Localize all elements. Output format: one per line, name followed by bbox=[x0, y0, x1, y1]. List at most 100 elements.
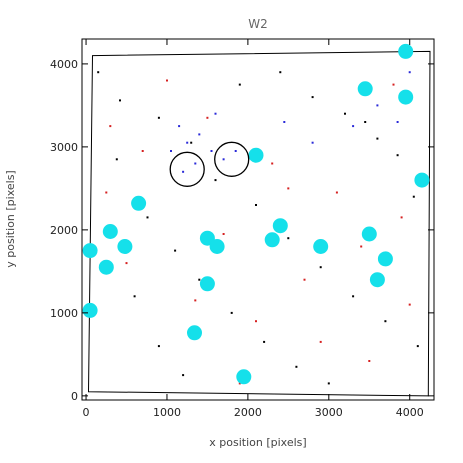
point-s0-26 bbox=[311, 96, 314, 99]
y-tick-label-4: 4000 bbox=[50, 58, 78, 71]
point-s1-9 bbox=[319, 340, 322, 343]
x-tick-label-3: 3000 bbox=[315, 406, 343, 419]
annotation-circle-1 bbox=[214, 141, 250, 177]
point-s1-16 bbox=[166, 79, 168, 82]
point-s2-7 bbox=[194, 162, 197, 165]
x-axis: 0 1000 2000 3000 4000 bbox=[83, 39, 424, 419]
point-cyan-9 bbox=[361, 226, 377, 242]
point-cyan-2 bbox=[398, 89, 414, 105]
point-cyan-3 bbox=[248, 147, 264, 163]
point-s1-2 bbox=[206, 116, 209, 119]
point-s2-14 bbox=[396, 121, 399, 123]
point-s2-5 bbox=[234, 150, 237, 152]
point-cyan-0 bbox=[398, 43, 414, 59]
point-s1-19 bbox=[238, 382, 241, 385]
point-s0-29 bbox=[238, 83, 241, 86]
point-s0-18 bbox=[327, 382, 330, 385]
point-s0-10 bbox=[416, 345, 419, 348]
point-s0-1 bbox=[119, 99, 121, 102]
point-s0-8 bbox=[352, 295, 355, 298]
point-cyan-20 bbox=[187, 325, 202, 341]
point-s0-21 bbox=[412, 195, 415, 198]
point-s0-22 bbox=[133, 295, 136, 298]
annotations bbox=[169, 141, 250, 187]
point-s2-2 bbox=[198, 133, 201, 136]
y-axis-label: y position [pixels] bbox=[4, 170, 17, 267]
point-s0-2 bbox=[157, 116, 160, 119]
point-cyan-6 bbox=[272, 218, 288, 234]
point-s2-10 bbox=[283, 121, 286, 123]
point-s0-13 bbox=[174, 249, 177, 252]
y-axis: 0 1000 2000 3000 4000 bbox=[50, 58, 434, 403]
point-s0-3 bbox=[190, 141, 193, 144]
point-s0-23 bbox=[157, 345, 160, 348]
point-cyan-1 bbox=[357, 81, 373, 97]
point-cyan-10 bbox=[264, 232, 280, 248]
point-s2-8 bbox=[170, 150, 172, 152]
point-s1-12 bbox=[222, 233, 225, 235]
point-s2-0 bbox=[178, 125, 181, 128]
point-s0-15 bbox=[230, 311, 233, 314]
point-s0-25 bbox=[279, 71, 282, 74]
point-s0-5 bbox=[255, 204, 257, 206]
y-tick-label-3: 3000 bbox=[50, 141, 78, 154]
point-s0-24 bbox=[182, 374, 185, 377]
point-cyan-12 bbox=[313, 239, 329, 254]
point-s0-7 bbox=[319, 266, 322, 269]
point-s0-19 bbox=[364, 121, 367, 123]
point-s0-6 bbox=[287, 237, 290, 240]
point-s0-16 bbox=[263, 340, 266, 343]
x-tick-label-4: 4000 bbox=[396, 406, 424, 419]
point-s2-13 bbox=[376, 104, 379, 107]
data-points bbox=[82, 43, 430, 385]
chart-title: W2 bbox=[248, 17, 268, 31]
y-tick-label-0: 0 bbox=[71, 390, 78, 403]
y-tick-label-1: 1000 bbox=[50, 307, 78, 320]
point-cyan-21 bbox=[236, 369, 252, 385]
point-s2-4 bbox=[222, 158, 225, 161]
point-s0-28 bbox=[376, 137, 379, 140]
plot-frame bbox=[81, 38, 435, 401]
point-s1-15 bbox=[392, 83, 395, 86]
point-cyan-19 bbox=[82, 302, 98, 318]
point-s1-4 bbox=[335, 191, 338, 194]
point-s1-18 bbox=[287, 187, 290, 190]
point-s1-3 bbox=[271, 162, 274, 165]
annotation-circle-0 bbox=[169, 151, 205, 187]
point-s1-1 bbox=[141, 150, 144, 152]
point-s1-5 bbox=[400, 216, 403, 219]
point-s0-12 bbox=[146, 216, 149, 219]
point-s2-9 bbox=[214, 112, 217, 115]
point-s1-7 bbox=[194, 299, 197, 302]
point-s2-23 bbox=[408, 71, 411, 74]
x-tick-label-2: 2000 bbox=[234, 406, 262, 419]
point-s0-14 bbox=[198, 278, 201, 281]
point-s2-6 bbox=[182, 170, 185, 173]
point-s1-11 bbox=[408, 303, 411, 306]
x-axis-label: x position [pixels] bbox=[209, 436, 306, 449]
y-tick-label-2: 2000 bbox=[50, 224, 78, 237]
point-s0-9 bbox=[384, 320, 387, 323]
footprint-outline bbox=[87, 50, 431, 397]
x-tick-label-1: 1000 bbox=[153, 406, 181, 419]
point-s1-10 bbox=[368, 360, 371, 362]
point-s1-14 bbox=[360, 245, 363, 248]
point-s2-11 bbox=[311, 141, 314, 144]
point-s0-27 bbox=[344, 112, 346, 115]
point-cyan-18 bbox=[199, 276, 215, 292]
point-cyan-13 bbox=[117, 239, 133, 254]
point-s0-4 bbox=[214, 179, 217, 182]
point-cyan-17 bbox=[369, 272, 385, 288]
point-cyan-14 bbox=[82, 243, 98, 259]
x-tick-label-0: 0 bbox=[83, 406, 90, 419]
point-s0-20 bbox=[396, 154, 399, 157]
point-cyan-15 bbox=[377, 251, 393, 267]
field-footprint bbox=[87, 50, 431, 397]
point-s0-11 bbox=[115, 158, 118, 161]
point-s1-8 bbox=[255, 320, 257, 323]
point-s2-3 bbox=[210, 150, 213, 152]
point-cyan-5 bbox=[131, 195, 147, 211]
point-cyan-7 bbox=[102, 224, 118, 239]
point-cyan-4 bbox=[414, 172, 430, 188]
